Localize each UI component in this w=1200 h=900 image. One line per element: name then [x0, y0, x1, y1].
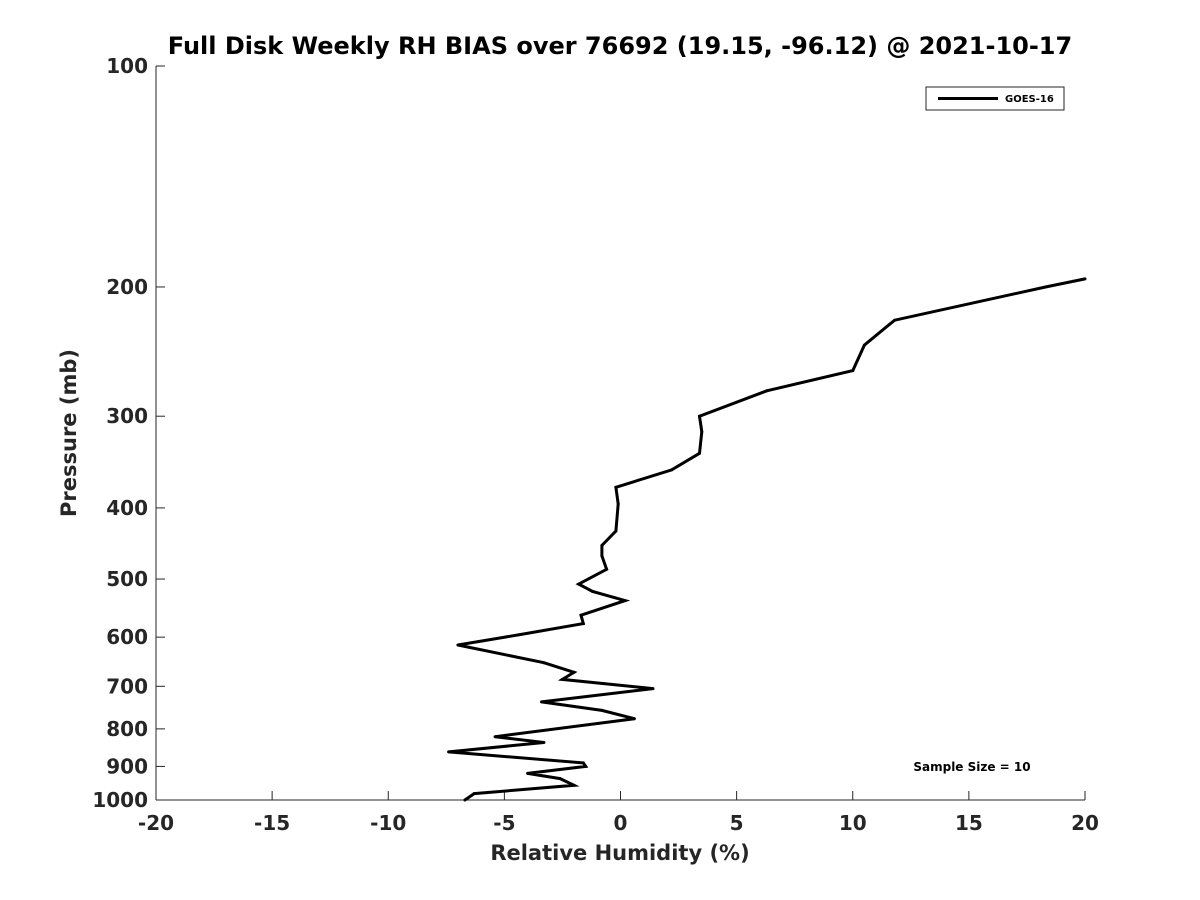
data-point [540, 700, 543, 704]
series-layer [447, 277, 1087, 802]
legend: GOES-16 [925, 86, 1065, 111]
data-point [493, 735, 497, 739]
legend-label-goes16: GOES-16 [1005, 94, 1054, 105]
x-tick-label: 5 [730, 811, 744, 835]
data-point [614, 485, 618, 489]
data-point [632, 717, 636, 721]
y-tick-label: 200 [106, 275, 148, 299]
y-tick-label: 600 [106, 625, 148, 649]
data-point [1083, 277, 1087, 281]
data-point [542, 661, 546, 665]
data-point [456, 643, 460, 647]
data-point [581, 761, 585, 765]
y-tick-label: 800 [106, 717, 148, 741]
data-point [851, 369, 855, 373]
y-axis-label: Pressure (mb) [57, 349, 81, 517]
y-tick-label: 100 [106, 54, 148, 78]
data-point [591, 590, 595, 593]
data-point [614, 529, 618, 533]
data-point [572, 670, 576, 674]
data-point [463, 798, 467, 802]
data-point [572, 783, 576, 787]
data-point [579, 613, 583, 617]
x-tick-label: 20 [1071, 811, 1099, 835]
sample-size-annotation: Sample Size = 10 [913, 760, 1030, 774]
data-point [605, 567, 609, 571]
data-point [542, 741, 546, 744]
x-tick-label: -15 [254, 811, 290, 835]
data-point [526, 771, 530, 775]
data-point [623, 599, 627, 603]
data-point [581, 622, 585, 626]
x-tick-label: 10 [839, 811, 867, 835]
data-point [670, 468, 674, 472]
y-tick-label: 1000 [92, 788, 148, 812]
x-tick-label: 15 [955, 811, 983, 835]
y-tick-label: 400 [106, 496, 148, 520]
data-point [698, 414, 701, 418]
y-tick-label: 500 [106, 567, 148, 591]
data-point [519, 633, 523, 636]
series-line-goes16 [448, 277, 1086, 802]
data-point [600, 544, 604, 547]
data-point [698, 451, 701, 455]
data-point [447, 750, 451, 754]
data-point [560, 677, 564, 681]
axes [155, 66, 1085, 801]
data-point [472, 792, 476, 796]
data-point [862, 343, 866, 347]
data-point [893, 318, 897, 322]
data-point [577, 582, 581, 586]
data-point [584, 764, 588, 768]
data-point [558, 777, 562, 781]
y-tick-label: 900 [106, 754, 148, 778]
x-tick-label: 0 [614, 811, 628, 835]
data-point [651, 687, 655, 691]
x-tick-label: -10 [370, 811, 406, 835]
y-ticks: 100 200 300 400 500 600 700 800 900 1000 [92, 54, 165, 812]
data-point [700, 430, 704, 434]
data-point [765, 389, 769, 393]
x-tick-label: -20 [138, 811, 174, 835]
x-axis-label: Relative Humidity (%) [490, 841, 749, 865]
data-point [600, 708, 604, 712]
y-tick-label: 700 [106, 674, 148, 698]
chart-title: Full Disk Weekly RH BIAS over 76692 (19.… [168, 32, 1072, 60]
y-tick-label: 300 [106, 404, 148, 428]
x-ticks: -20 -15 -10 -5 0 5 10 15 20 [138, 791, 1099, 835]
data-point [1044, 285, 1047, 289]
data-point [616, 502, 620, 506]
x-tick-label: -5 [493, 811, 515, 835]
data-point [600, 554, 604, 558]
